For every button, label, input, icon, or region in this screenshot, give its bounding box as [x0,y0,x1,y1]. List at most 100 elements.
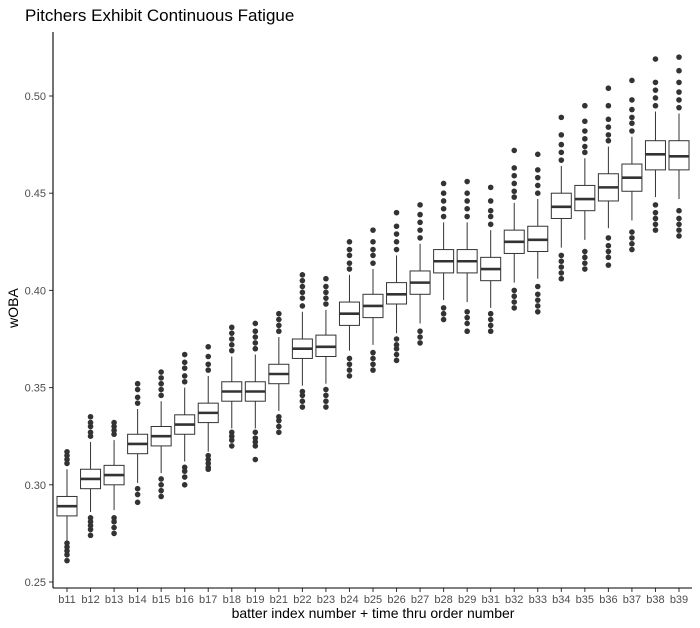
outlier-point [134,499,141,506]
y-axis-title: wOBA [5,288,21,329]
outlier-point [134,400,141,406]
outlier-point [299,295,306,301]
y-tick-label: 0.25 [25,577,46,589]
outlier-point [346,266,353,272]
outlier-point [629,97,635,103]
outlier-point [228,437,235,443]
outlier-point [276,417,282,424]
outlier-point [464,190,470,196]
outlier-point [558,132,565,138]
outlier-point [652,102,659,109]
outlier-point [652,79,659,86]
outlier-point [511,305,518,311]
outlier-point [676,221,682,228]
outlier-point [464,314,470,321]
outlier-point [676,54,682,60]
x-tick-label: b22 [293,594,311,606]
outlier-point [558,141,565,148]
outlier-point [111,431,117,438]
outlier-point [87,433,94,440]
y-tick-label: 0.50 [25,91,46,103]
box-b38 [644,56,666,233]
x-tick-label: b18 [223,594,241,606]
x-tick-label: b37 [623,594,641,606]
outlier-point [582,118,588,125]
box-b11 [56,448,78,564]
outlier-point [228,347,235,354]
x-tick-label: b34 [552,594,570,606]
outlier-point [346,239,353,245]
outlier-point [511,287,518,294]
outlier-point [64,448,70,455]
outlier-point [534,190,541,196]
outlier-point [205,343,212,350]
outlier-point [87,532,94,539]
outlier-point [228,429,235,436]
outlier-point [276,316,282,323]
outlier-point [276,322,282,329]
box-b36 [597,85,619,268]
outlier-point [134,394,141,401]
outlier-point [111,530,117,537]
outlier-point [676,215,682,222]
outlier-point [181,474,188,480]
outlier-point [393,351,400,358]
outlier-point [134,386,141,393]
outlier-point [534,151,541,158]
outlier-point [299,388,306,395]
outlier-point [181,378,188,385]
x-tick-label: b11 [58,594,76,606]
outlier-point [158,380,164,387]
outlier-point [64,452,70,459]
outlier-point [487,198,494,204]
outlier-point [346,260,353,266]
box-b32 [503,147,525,311]
x-tick-label: b38 [646,594,664,606]
box-b27 [409,202,431,346]
outlier-point [323,295,329,301]
outlier-point [676,67,682,74]
y-axis: 0.25 0.30 0.35 0.40 0.45 0.50 [25,91,53,589]
outlier-point [652,56,659,62]
outlier-point [370,367,376,373]
outlier-point [487,184,494,191]
outlier-point [558,258,565,265]
outlier-point [534,308,541,315]
box-b13 [103,419,125,537]
box-b33 [527,151,549,315]
boxplot-series [56,54,690,564]
y-tick-label: 0.35 [25,383,46,395]
outlier-point [370,260,376,266]
outlier-point [440,316,447,323]
outlier-point [181,359,188,366]
x-tick-label: b26 [387,594,405,606]
x-axis: b11 b12 b13 b14 b15 b16 b17 b18 b19 b21 b22 b23 b24 b… [58,588,688,606]
outlier-point [605,124,612,130]
outlier-point [393,357,400,364]
box-b25 [362,227,384,373]
outlier-point [582,143,588,150]
outlier-point [228,342,235,348]
outlier-point [629,106,635,113]
outlier-point [605,248,612,255]
box-b18 [221,324,243,449]
box-b12 [80,413,102,539]
outlier-point [370,355,376,362]
outlier-point [676,104,682,111]
outlier-point [158,476,164,482]
outlier-point [299,272,306,278]
outlier-point [582,149,588,156]
outlier-point [64,551,70,558]
box-b35 [574,102,596,272]
box-b17 [197,343,219,473]
outlier-point [629,114,635,121]
outlier-point [299,277,306,284]
outlier-point [346,367,353,373]
x-tick-label: b36 [599,594,617,606]
outlier-point [464,320,470,327]
outlier-point [205,464,212,471]
outlier-point [393,223,400,230]
outlier-point [582,248,588,255]
outlier-point [370,361,376,368]
box-b28 [433,180,455,323]
